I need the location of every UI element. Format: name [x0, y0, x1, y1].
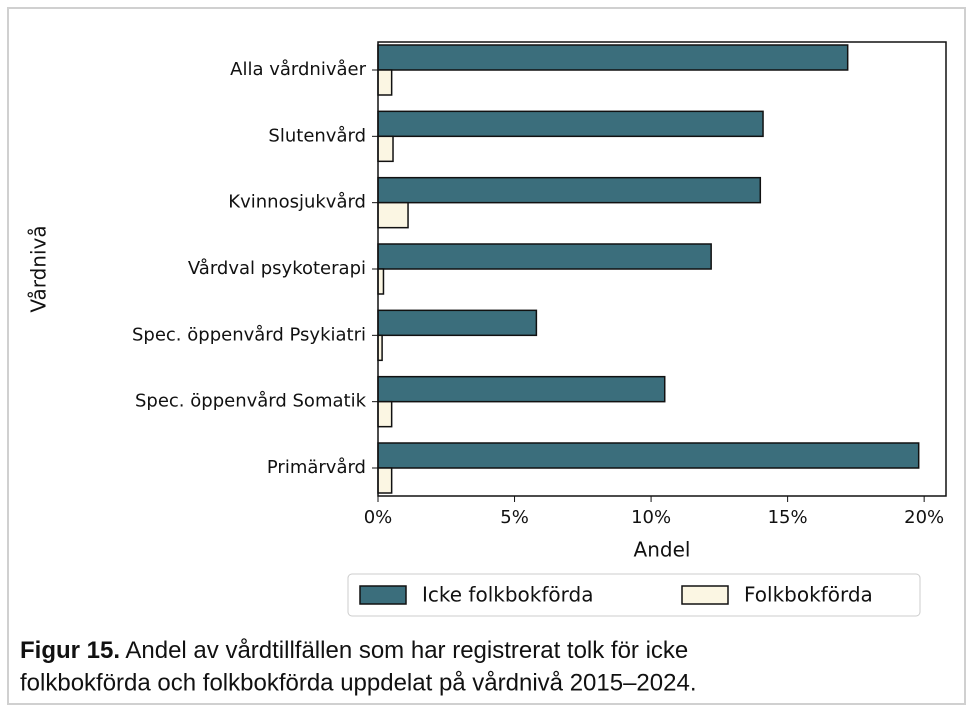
- y-axis-label: Vårdnivå: [27, 225, 51, 312]
- legend-label: Icke folkbokförda: [422, 583, 593, 607]
- x-tick-label: 5%: [500, 507, 529, 528]
- bar: [377, 110, 764, 138]
- bar: [377, 44, 849, 71]
- bar: [377, 467, 393, 494]
- caption-line: Andel av vårdtillfällen som har registre…: [125, 637, 688, 664]
- caption-line: folkbokförda och folkbokförda uppdelat p…: [20, 669, 697, 696]
- bar: [377, 268, 385, 295]
- caption-label: Figur 15.: [20, 637, 120, 664]
- legend-box: [347, 573, 921, 617]
- bar: [377, 309, 538, 337]
- x-tick-label: 20%: [904, 507, 944, 528]
- y-tick-label: Spec. öppenvård Psykiatri: [132, 324, 366, 345]
- bar: [377, 375, 666, 403]
- x-axis-label: Andel: [634, 538, 691, 562]
- bar: [377, 243, 712, 270]
- y-tick-label: Primärvård: [267, 457, 366, 478]
- x-tick-label: 15%: [768, 507, 808, 528]
- y-tick-label: Slutenvård: [268, 125, 366, 146]
- y-tick-label: Kvinnosjukvård: [228, 192, 366, 213]
- bar: [377, 135, 394, 163]
- bar: [377, 201, 409, 229]
- y-tick-label: Spec. öppenvård Somatik: [135, 391, 367, 412]
- legend-swatch: [359, 585, 407, 605]
- bar: [377, 69, 393, 96]
- x-tick-label: 10%: [631, 507, 671, 528]
- bar: [377, 442, 920, 469]
- legend-label: Folkbokförda: [744, 583, 873, 607]
- bar: [377, 400, 393, 428]
- y-tick-label: Vårdval psykoterapi: [188, 258, 366, 279]
- legend-swatch: [681, 585, 729, 605]
- plot-frame: [377, 41, 947, 497]
- y-tick-label: Alla vårdnivåer: [230, 59, 366, 80]
- caption: Figur 15. Andel av vårdtillfällen som ha…: [20, 637, 688, 664]
- bar: [377, 176, 762, 204]
- x-tick-label: 0%: [364, 507, 393, 528]
